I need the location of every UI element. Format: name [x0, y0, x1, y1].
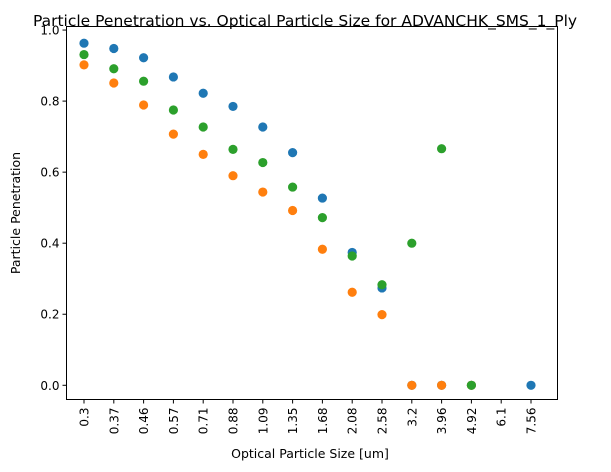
data-point [139, 76, 149, 86]
data-point [317, 213, 327, 223]
x-tick-label: 2.08 [346, 408, 360, 435]
data-point [198, 149, 208, 159]
data-point [407, 380, 417, 390]
data-point [109, 43, 119, 54]
x-tick-label: 3.2 [405, 408, 419, 427]
data-point [198, 88, 208, 98]
x-tick-label: 0.3 [78, 408, 92, 427]
y-axis: 0.0 0.2 0.4 0.6 0.8 1.0 [40, 24, 67, 393]
data-point [258, 187, 268, 197]
y-tick-label: 0.4 [40, 237, 59, 251]
data-points [79, 38, 536, 390]
x-tick-label: 0.57 [167, 408, 181, 435]
plot-area [66, 26, 558, 400]
data-point [437, 380, 447, 390]
x-tick-label: 1.68 [316, 408, 330, 435]
x-tick-label: 2.58 [376, 408, 390, 435]
x-tick-label: 4.92 [465, 408, 479, 435]
x-axis: 0.3 0.37 0.46 0.57 0.71 0.88 1.09 1.35 1.68 2.08 2… [78, 399, 539, 435]
x-tick-label: 0.71 [197, 408, 211, 435]
data-point [168, 129, 178, 139]
y-axis-label: Particle Penetration [8, 152, 23, 274]
data-point [377, 309, 387, 320]
data-point [139, 100, 149, 110]
data-point [317, 244, 327, 254]
plot-frame [66, 26, 558, 400]
x-tick-label: 0.88 [227, 408, 241, 435]
x-tick-label: 6.1 [495, 408, 509, 427]
series-3 [79, 49, 476, 390]
x-tick-label: 3.96 [435, 408, 449, 435]
data-point [109, 78, 119, 88]
data-point [317, 193, 327, 203]
y-tick-label: 0.2 [40, 308, 59, 322]
x-tick-label: 1.09 [256, 408, 270, 435]
series-1 [79, 38, 536, 390]
data-point [228, 171, 238, 181]
y-tick-label: 0.8 [40, 95, 59, 109]
chart-title: Particle Penetration vs. Optical Particl… [33, 12, 577, 31]
data-point [347, 287, 357, 297]
data-point [407, 238, 417, 248]
y-tick-label: 1.0 [40, 24, 59, 38]
x-tick-label: 0.46 [137, 408, 151, 435]
data-point [109, 64, 119, 74]
data-point [168, 105, 178, 115]
y-tick-label: 0.6 [40, 166, 59, 180]
data-point [79, 60, 89, 70]
data-point [377, 280, 387, 290]
data-point [437, 144, 447, 154]
data-point [258, 157, 268, 168]
data-point [288, 182, 298, 192]
x-axis-label: Optical Particle Size [um] [231, 446, 389, 461]
data-point [288, 148, 298, 158]
series-2 [79, 60, 476, 390]
data-point [288, 205, 298, 216]
data-point [228, 144, 238, 155]
data-point [79, 49, 89, 60]
data-point [168, 72, 178, 82]
data-point [228, 101, 238, 112]
data-point [139, 53, 149, 63]
data-point [347, 251, 357, 261]
x-tick-label: 7.56 [525, 408, 539, 435]
data-point [466, 380, 476, 390]
data-point [526, 380, 536, 390]
x-tick-label: 0.37 [107, 408, 121, 435]
data-point [198, 122, 208, 132]
data-point [258, 122, 268, 132]
data-point [79, 38, 89, 48]
y-tick-label: 0.0 [40, 379, 59, 393]
x-tick-label: 1.35 [286, 408, 300, 435]
